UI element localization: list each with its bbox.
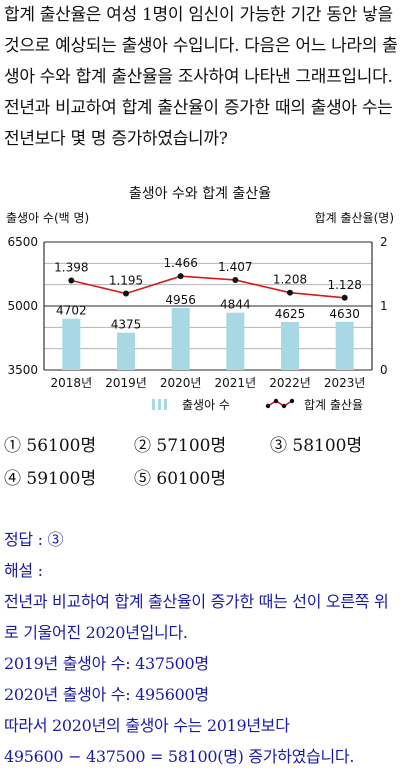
x-tick-label: 2022년 xyxy=(269,376,311,390)
line-value-label: 1.128 xyxy=(327,278,361,292)
legend-line-label: 합계 출산율 xyxy=(304,398,363,412)
bar-value-label: 4702 xyxy=(56,304,87,318)
legend-bar-swatch xyxy=(152,399,155,410)
explanation-line: 따라서 2020년의 출생아 수는 2019년보다 xyxy=(4,716,290,735)
legend-bar-swatch xyxy=(158,399,161,410)
birth-rate-point xyxy=(341,294,348,301)
legend-line-point xyxy=(273,398,279,404)
birth-rate-point xyxy=(123,290,129,297)
left-axis-label: 출생아 수(백 명) xyxy=(6,211,89,225)
choice-2-text: 57100명 xyxy=(156,436,227,456)
choice-3-text: 58100명 xyxy=(292,436,363,456)
left-tick-label: 6500 xyxy=(7,235,38,249)
bar xyxy=(117,332,135,370)
legend-line-point xyxy=(281,403,287,409)
left-tick-label: 3500 xyxy=(7,363,38,377)
choice-2-num: ② xyxy=(134,436,151,456)
bar-value-label: 4625 xyxy=(275,307,306,321)
chart: 출생아 수와 합계 출산율 출생아 수(백 명) 합계 출산율(명) 4702 4… xyxy=(0,182,400,422)
choice-1-text: 56100명 xyxy=(26,436,97,456)
x-tick-label: 2023년 xyxy=(324,376,366,390)
line-value-label: 1.195 xyxy=(109,274,143,288)
x-tick-label: 2019년 xyxy=(105,376,147,390)
choice-5-num: ⑤ xyxy=(134,469,151,489)
birth-rate-line xyxy=(71,275,345,299)
right-tick-label: 2 xyxy=(380,235,388,249)
x-tick-label: 2021년 xyxy=(215,376,257,390)
choice-3[interactable]: ③ 58100명 xyxy=(270,430,362,463)
x-tick-label: 2020년 xyxy=(160,376,202,390)
line-value-label: 1.466 xyxy=(163,256,197,270)
left-tick-label: 5000 xyxy=(7,299,38,313)
bar-value-label: 4630 xyxy=(329,307,360,321)
bar xyxy=(281,322,299,370)
choices: ① 56100명 ② 57100명 ③ 58100명 ④ 59100명 ⑤ 60… xyxy=(4,430,398,496)
bar xyxy=(171,307,190,370)
answer-section: 정답 : ③ 해설 : 전년과 비교하여 합계 출산율이 증가한 때는 선이 오… xyxy=(4,524,400,772)
choice-3-num: ③ xyxy=(270,436,287,456)
choice-1-num: ① xyxy=(4,436,21,456)
bar xyxy=(335,321,354,370)
bar xyxy=(62,318,81,370)
bar-value-label: 4844 xyxy=(220,298,251,312)
legend-line-point xyxy=(265,403,271,409)
choice-row-1: ① 56100명 ② 57100명 ③ 58100명 xyxy=(4,430,398,463)
birth-rate-point xyxy=(232,276,239,283)
legend-bar-label: 출생아 수 xyxy=(182,398,230,412)
explanation-heading: 해설 : xyxy=(4,561,43,580)
explanation-line: 2019년 출생아 수: 437500명 xyxy=(4,654,209,673)
chart-title: 출생아 수와 합계 출산율 xyxy=(129,186,271,202)
question-text: 합계 출산율은 여성 1명이 임신이 가능한 기간 동안 낳을 것으로 예상되는… xyxy=(4,5,398,149)
birth-rate-point xyxy=(287,289,293,296)
choice-2[interactable]: ② 57100명 xyxy=(134,430,226,463)
legend-line-point xyxy=(289,398,295,404)
line-value-label: 1.407 xyxy=(218,260,252,274)
right-axis-label: 합계 출산율(명) xyxy=(315,211,394,225)
bar xyxy=(226,312,245,370)
choice-5[interactable]: ⑤ 60100명 xyxy=(134,463,226,496)
line-value-label: 1.398 xyxy=(54,261,88,275)
bar-value-label: 4956 xyxy=(165,293,196,307)
x-tick-label: 2018년 xyxy=(51,376,93,390)
birth-rate-point xyxy=(68,277,75,284)
line-value-label: 1.208 xyxy=(273,273,307,287)
legend-line-swatch xyxy=(267,400,293,407)
right-tick-label: 0 xyxy=(380,363,388,377)
choice-5-text: 60100명 xyxy=(156,469,227,489)
choice-1[interactable]: ① 56100명 xyxy=(4,430,96,463)
bar-value-label: 4375 xyxy=(111,318,142,332)
explanation-line: 2020년 출생아 수: 495600명 xyxy=(4,685,209,704)
right-tick-label: 1 xyxy=(380,299,388,313)
explanation-line: 전년과 비교하여 합계 출산율이 증가한 때는 선이 오른쪽 위로 기울어진 2… xyxy=(4,592,389,642)
legend-bar-swatch xyxy=(164,399,167,410)
explanation-line: 495600 − 437500 = 58100(명) 증가하였습니다. xyxy=(4,747,355,766)
chart-svg: 출생아 수와 합계 출산율 출생아 수(백 명) 합계 출산율(명) 4702 4… xyxy=(6,186,394,412)
choice-4[interactable]: ④ 59100명 xyxy=(4,463,96,496)
answer-line: 정답 : ③ xyxy=(4,530,64,549)
choice-4-text: 59100명 xyxy=(26,469,97,489)
birth-rate-point xyxy=(177,273,184,280)
choice-4-num: ④ xyxy=(4,469,21,489)
choice-row-2: ④ 59100명 ⑤ 60100명 xyxy=(4,463,398,496)
